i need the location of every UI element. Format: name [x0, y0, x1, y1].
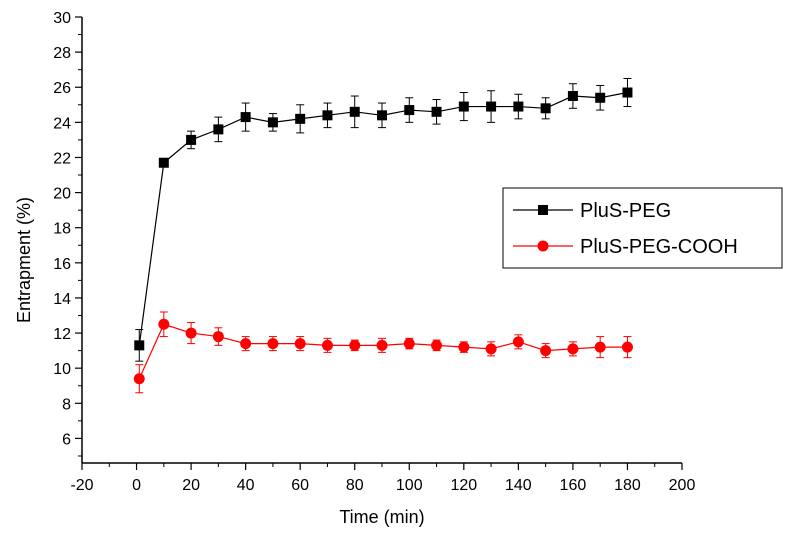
x-tick-label: 40 [237, 477, 255, 494]
data-point [349, 106, 360, 117]
series-layer [133, 77, 633, 394]
data-point [267, 338, 279, 350]
data-point [376, 339, 388, 351]
x-tick-label: 0 [132, 477, 141, 494]
data-point [212, 331, 224, 343]
data-point [621, 341, 633, 353]
x-axis-ticks: -20 0 20 40 60 80 100 120 140 160 180 200 [70, 463, 695, 494]
data-point [213, 124, 224, 135]
data-point [431, 339, 443, 351]
data-point [540, 345, 552, 357]
data-point [322, 110, 333, 121]
x-tick-label: 140 [505, 477, 532, 494]
data-point [403, 338, 415, 350]
y-axis-ticks: 6 8 10 12 14 16 18 20 22 24 26 28 30 [53, 10, 82, 457]
data-point [185, 327, 197, 339]
data-point [458, 101, 469, 112]
legend-marker-plus-peg [538, 205, 548, 215]
x-tick-label: 160 [560, 477, 587, 494]
data-point [158, 157, 169, 168]
data-point [321, 339, 333, 351]
data-point [134, 340, 145, 351]
data-point [567, 91, 578, 102]
series-line [138, 323, 628, 379]
data-point [267, 117, 278, 128]
data-point [294, 338, 306, 350]
data-point [540, 103, 551, 114]
series-plus-peg-cooh [133, 311, 633, 394]
y-tick-label: 28 [53, 45, 71, 62]
x-tick-label: -20 [70, 477, 93, 494]
y-tick-label: 26 [53, 80, 71, 97]
x-tick-label: 20 [182, 477, 200, 494]
legend-box [502, 187, 783, 269]
data-point [404, 105, 415, 116]
y-tick-label: 8 [62, 396, 71, 413]
data-point [133, 373, 145, 385]
series-plus-peg [134, 77, 633, 362]
y-tick-label: 20 [53, 186, 71, 203]
data-point [486, 101, 497, 112]
data-point [594, 341, 606, 353]
data-point [458, 341, 470, 353]
x-tick-label: 180 [614, 477, 641, 494]
x-tick-label: 60 [291, 477, 309, 494]
x-axis-label: Time (min) [339, 507, 424, 527]
y-tick-label: 10 [53, 361, 71, 378]
data-point [595, 92, 606, 103]
data-point [349, 339, 361, 351]
data-point [513, 101, 524, 112]
data-point [158, 318, 170, 330]
data-point [512, 336, 524, 348]
y-tick-label: 30 [53, 10, 71, 27]
x-tick-label: 80 [346, 477, 364, 494]
y-tick-label: 18 [53, 221, 71, 238]
y-tick-label: 24 [53, 115, 71, 132]
x-tick-label: 200 [669, 477, 696, 494]
legend: PluS-PEG PluS-PEG-COOH [502, 187, 783, 269]
data-point [377, 110, 387, 121]
y-axis-label: Entrapment (%) [14, 197, 34, 323]
data-point [431, 106, 442, 117]
data-point [567, 343, 579, 355]
legend-marker-plus-peg-cooh [537, 240, 549, 252]
legend-label-plus-peg: PluS-PEG [580, 200, 671, 222]
data-point [240, 338, 252, 350]
data-point [295, 113, 306, 124]
legend-label-plus-peg-cooh: PluS-PEG-COOH [580, 236, 738, 258]
y-tick-label: 6 [62, 431, 71, 448]
data-point [186, 134, 197, 145]
y-tick-label: 12 [53, 326, 71, 343]
data-point [240, 112, 251, 123]
y-tick-label: 14 [53, 291, 71, 308]
data-point [622, 87, 633, 98]
x-tick-label: 100 [396, 477, 423, 494]
data-point [485, 343, 497, 355]
y-tick-label: 16 [53, 256, 71, 273]
x-tick-label: 120 [450, 477, 477, 494]
y-tick-label: 22 [53, 150, 71, 167]
